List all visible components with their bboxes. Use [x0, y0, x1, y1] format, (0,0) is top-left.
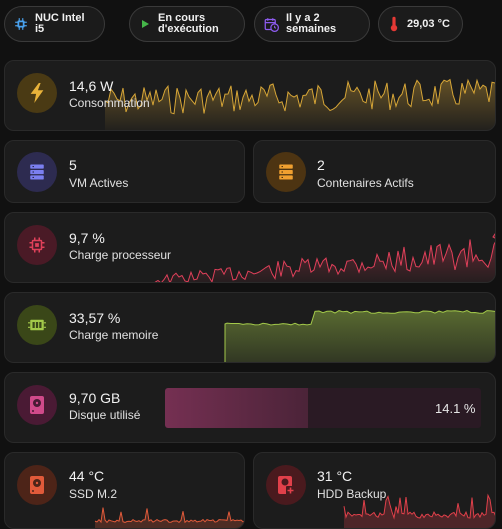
hdd-icon-badge — [266, 465, 306, 505]
containers-icon-badge — [266, 152, 306, 192]
chip-device-label: NUC Intel i5 — [35, 12, 85, 35]
chip-uptime-label: Il y a 2 semaines — [286, 12, 337, 35]
memory-icon-badge — [17, 305, 57, 345]
card-hdd[interactable]: 31 °C HDD Backup — [253, 452, 496, 529]
consumption-label: Consommation — [69, 96, 150, 110]
card-memory[interactable]: 33,57 % Charge memoire — [4, 292, 496, 363]
cpu-icon-badge — [17, 225, 57, 265]
cpu-sparkline — [154, 233, 495, 282]
lightning-bolt-icon — [30, 83, 44, 103]
chip-uptime[interactable]: Il y a 2 semaines — [254, 6, 370, 42]
consumption-value: 14,6 W — [69, 78, 114, 94]
consumption-icon-badge — [17, 73, 57, 113]
memory-value: 33,57 % — [69, 310, 121, 326]
cpu-chip-icon — [29, 237, 45, 253]
thermometer-icon — [390, 16, 398, 32]
ssd-sparkline — [94, 507, 244, 528]
card-disk[interactable]: 9,70 GB Disque utilisé 14.1 % — [4, 372, 496, 443]
ssd-label: SSD M.2 — [69, 487, 118, 501]
disk-usage-bar-fill — [165, 388, 308, 428]
card-cpu[interactable]: 9,7 % Charge processeur — [4, 212, 496, 283]
vms-icon-badge — [17, 152, 57, 192]
harddisk-icon — [30, 396, 44, 414]
cpu-chip-icon — [15, 18, 27, 30]
disk-icon-badge — [17, 385, 57, 425]
cpu-value: 9,7 % — [69, 230, 105, 246]
vms-value: 5 — [69, 157, 77, 173]
disk-label: Disque utilisé — [69, 408, 141, 422]
card-consumption[interactable]: 14,6 W Consommation — [4, 60, 496, 131]
containers-label: Contenaires Actifs — [317, 176, 414, 190]
ssd-value: 44 °C — [69, 468, 105, 484]
cpu-label: Charge processeur — [69, 248, 172, 262]
harddisk-icon — [30, 476, 44, 494]
chip-status-label: En cours d'exécution — [158, 12, 219, 35]
chip-temperature-label: 29,03 °C — [407, 17, 450, 30]
server-icon — [279, 164, 293, 180]
disk-value: 9,70 GB — [69, 390, 121, 406]
card-containers[interactable]: 2 Contenaires Actifs — [253, 140, 496, 203]
vms-label: VM Actives — [69, 176, 129, 190]
disk-usage-bar — [165, 388, 481, 428]
memory-label: Charge memoire — [69, 328, 159, 342]
chip-temperature[interactable]: 29,03 °C — [378, 6, 463, 42]
chip-status[interactable]: En cours d'exécution — [129, 6, 245, 42]
chip-device[interactable]: NUC Intel i5 — [4, 6, 105, 42]
disk-percent: 14.1 % — [435, 401, 476, 416]
consumption-sparkline — [104, 78, 495, 130]
memory-sparkline — [224, 309, 495, 362]
server-icon — [30, 164, 44, 180]
memory-chip-icon — [28, 319, 46, 331]
card-ssd[interactable]: 44 °C SSD M.2 — [4, 452, 245, 529]
card-vms[interactable]: 5 VM Actives — [4, 140, 245, 203]
hdd-value: 31 °C — [317, 468, 353, 484]
play-icon — [142, 20, 149, 28]
harddisk-plus-icon — [278, 476, 295, 495]
calendar-clock-icon — [264, 17, 279, 32]
hdd-sparkline — [343, 493, 495, 528]
hdd-label: HDD Backup — [317, 487, 387, 501]
containers-value: 2 — [317, 157, 325, 173]
ssd-icon-badge — [17, 465, 57, 505]
